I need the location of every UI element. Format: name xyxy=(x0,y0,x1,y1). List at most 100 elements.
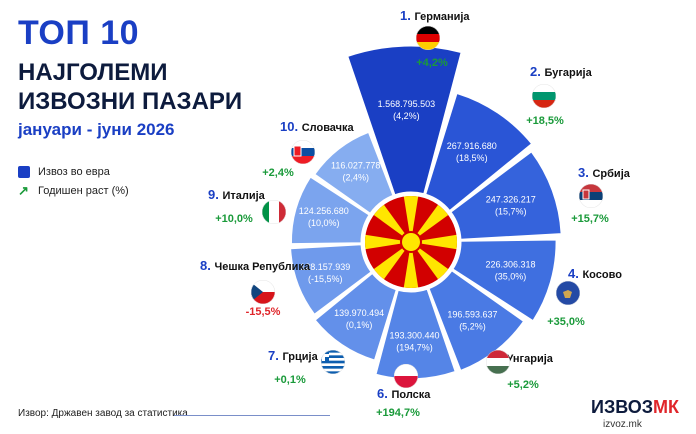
slovakia-flag-icon xyxy=(291,140,315,164)
country-name: Словачка xyxy=(302,122,355,134)
bar-10 xyxy=(314,131,394,214)
title-line-2: НАЈГОЛЕМИ xyxy=(18,59,168,86)
growth-label-5: +5,2% xyxy=(507,379,539,391)
bar-growth-label-1: (4,2%) xyxy=(393,111,420,121)
rank-number: 1. xyxy=(400,8,414,23)
rank-number: 8. xyxy=(200,258,214,273)
country-name: Полска xyxy=(391,389,431,401)
brand-accent: МК xyxy=(653,397,680,417)
bar-9 xyxy=(290,176,370,245)
country-label-10: 10. Словачка xyxy=(280,119,355,134)
bar-growth-label-6: (194,7%) xyxy=(396,342,433,352)
flag-ray xyxy=(365,242,411,288)
period-subtitle: јануари - јуни 2026 xyxy=(18,120,175,139)
country-name: Грција xyxy=(282,351,318,363)
flag-field xyxy=(365,196,457,288)
country-label-4: 4. Косово xyxy=(568,266,622,281)
country-label-2: 2. Бугарија xyxy=(530,64,593,79)
country-label-5: 5. Унгарија xyxy=(492,350,554,365)
legend-square-icon xyxy=(18,166,30,178)
country-label-1: 1. Германија xyxy=(400,8,470,23)
growth-label-1: +4,2% xyxy=(416,57,448,69)
growth-label-8: -15,5% xyxy=(246,306,281,318)
rank-number: 3. xyxy=(578,165,592,180)
bar-value-label-10: 116.027.778 xyxy=(331,160,380,170)
bar-8 xyxy=(290,244,372,315)
bar-3 xyxy=(450,151,562,240)
bar-growth-label-3: (15,7%) xyxy=(495,207,527,217)
title-top10: ТОП 10 xyxy=(18,14,140,52)
bar-growth-label-5: (5,2%) xyxy=(459,322,486,332)
flag-ray xyxy=(411,233,457,251)
country-label-9: 9. Италија xyxy=(208,187,266,202)
bar-1 xyxy=(347,45,462,196)
title-line-3: ИЗВОЗНИ ПАЗАРИ xyxy=(18,88,243,115)
center-ring xyxy=(363,194,459,290)
country-name: Унгарија xyxy=(506,353,553,365)
flag-ray xyxy=(365,196,411,242)
legend-export: Извоз во евра xyxy=(18,166,110,178)
bulgaria-flag-icon xyxy=(532,84,556,108)
growth-label-7: +0,1% xyxy=(274,374,306,386)
country-name: Италија xyxy=(222,190,265,202)
flag-ray xyxy=(402,196,420,242)
flag-ray xyxy=(402,242,420,288)
bar-value-label-7: 139.970.494 xyxy=(334,308,384,318)
source-divider xyxy=(174,415,330,416)
country-name: Бугарија xyxy=(544,67,592,79)
bar-value-label-6: 193.300.440 xyxy=(389,330,439,340)
country-name: Србија xyxy=(592,168,630,180)
legend-growth-label: Годишен раст (%) xyxy=(38,185,129,197)
bar-4 xyxy=(452,239,557,322)
bar-value-label-5: 196.593.637 xyxy=(447,310,497,320)
flag-ray xyxy=(411,196,457,242)
flag-ray xyxy=(411,242,457,288)
country-label-3: 3. Србија xyxy=(578,165,631,180)
growth-label-9: +10,0% xyxy=(215,213,253,225)
bar-7 xyxy=(314,272,397,361)
legend-growth: ↗ Годишен раст (%) xyxy=(18,183,129,198)
growth-arrow-icon: ↗ xyxy=(18,183,29,198)
source-note: Извор: Државен завод за статистика xyxy=(18,408,188,419)
flag-sun xyxy=(402,233,420,251)
rank-number: 5. xyxy=(492,350,506,365)
bar-growth-label-8: (-15,5%) xyxy=(308,274,343,284)
bar-growth-label-4: (35,0%) xyxy=(495,272,527,282)
greece-flag-icon xyxy=(321,350,345,374)
bar-growth-label-10: (2,4%) xyxy=(342,172,369,182)
rank-number: 9. xyxy=(208,187,222,202)
growth-label-10: +2,4% xyxy=(262,167,294,179)
rank-number: 10. xyxy=(280,119,302,134)
country-name: Германија xyxy=(414,11,470,23)
bar-value-label-4: 226.306.318 xyxy=(485,260,535,270)
bar-value-label-1: 1.568.795.503 xyxy=(378,99,436,109)
legend-export-label: Извоз во евра xyxy=(38,166,110,178)
poland-flag-icon xyxy=(394,364,418,388)
bar-value-label-2: 267.916.680 xyxy=(447,141,497,151)
country-label-7: 7. Грција xyxy=(268,348,319,363)
bar-growth-label-2: (18,5%) xyxy=(456,153,488,163)
germany-flag-icon xyxy=(416,26,440,50)
brand-site: izvoz.mk xyxy=(603,419,642,430)
bar-growth-label-9: (10,0%) xyxy=(308,218,340,228)
italy-flag-icon xyxy=(262,200,286,224)
title-main: НАЈГОЛЕМИ ИЗВОЗНИ ПАЗАРИ xyxy=(18,58,242,116)
bar-value-label-8: 128.157.939 xyxy=(300,262,350,272)
growth-label-4: +35,0% xyxy=(547,316,585,328)
brand-logo: ИЗВОЗМК xyxy=(591,397,679,418)
growth-label-6: +194,7% xyxy=(376,407,420,419)
rank-number: 7. xyxy=(268,348,282,363)
bar-6 xyxy=(375,288,456,380)
bar-value-label-3: 247.326.217 xyxy=(486,195,536,205)
flag-sun-ring xyxy=(400,231,422,253)
north-macedonia-flag-icon xyxy=(365,196,457,288)
rank-number: 4. xyxy=(568,266,582,281)
country-label-8: 8. Чешка Република xyxy=(200,258,311,273)
flag-ray xyxy=(365,233,411,251)
country-label-6: 6. Полска xyxy=(377,386,431,401)
country-name: Косово xyxy=(582,269,622,281)
hungary-flag-icon xyxy=(486,350,510,374)
serbia-flag-icon xyxy=(579,184,603,208)
bar-growth-label-7: (0,1%) xyxy=(346,320,373,330)
